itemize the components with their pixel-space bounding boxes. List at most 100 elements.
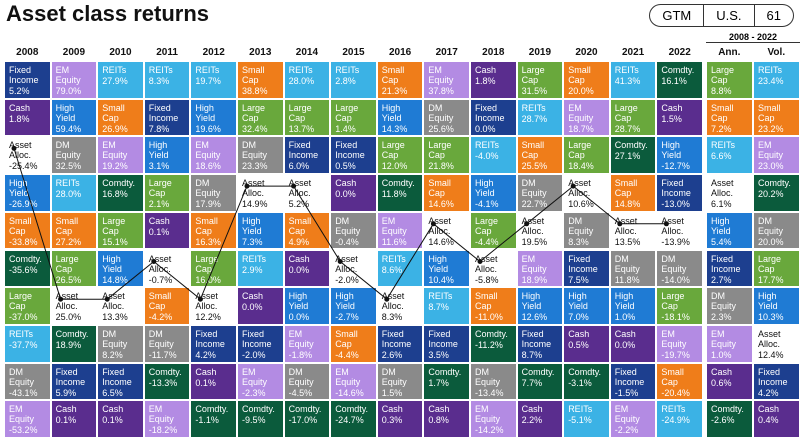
asset-name: REITs [55, 178, 80, 189]
return-cell: Fixed Income -2.0% [237, 324, 284, 363]
return-cell: High Yield 14.3% [376, 98, 424, 137]
return-value: -18.2% [148, 425, 178, 436]
asset-name: Small Cap [711, 102, 734, 123]
return-cell: Cash 1.5% [656, 98, 703, 137]
return-value: 11.8% [381, 189, 407, 200]
return-value: 7.3% [242, 236, 263, 247]
asset-name: Cash [9, 102, 31, 113]
asset-name: High Yield [381, 102, 402, 123]
return-value: 0.5% [568, 339, 589, 350]
return-cell: Fixed Income 3.5% [423, 324, 470, 363]
asset-name: High Yield [148, 140, 169, 161]
return-value: 19.7% [195, 76, 221, 86]
asset-name: Small Cap [661, 366, 684, 387]
asset-name: Small Cap [9, 215, 32, 236]
return-cell: REITs 8.3% [143, 61, 191, 99]
return-cell: Small Cap 7.2% [706, 98, 753, 137]
return-value: 10.6% [568, 199, 594, 210]
asset-name: EM Equity [102, 140, 128, 161]
asset-name: Cash [195, 366, 217, 377]
asset-name: REITs [475, 140, 500, 151]
return-value: 38.8% [242, 86, 268, 96]
asset-name: Asset Alloc. [335, 253, 358, 274]
return-value: 0.5% [335, 161, 356, 172]
return-value: -53.2% [9, 425, 38, 436]
asset-name: High Yield [614, 291, 635, 312]
return-value: 17.7% [758, 274, 784, 285]
return-value: 14.8% [614, 199, 641, 210]
asset-name: Asset Alloc. [242, 178, 265, 199]
return-value: 18.6% [195, 161, 221, 172]
return-cell: Asset Alloc. 12.4% [753, 324, 800, 363]
asset-name: Comdty. [55, 328, 89, 339]
asset-name: REITs [381, 253, 406, 264]
return-cell: Large Cap 1.4% [330, 98, 377, 137]
column-header: 2013 [249, 47, 272, 58]
return-value: 0.0% [335, 189, 356, 200]
asset-name: Cash [242, 291, 264, 302]
return-value: 11.6% [381, 236, 407, 247]
return-cell: REITs 28.0% [283, 61, 331, 99]
return-value: 8.3% [381, 312, 403, 323]
asset-name: DM Equity [475, 366, 501, 387]
return-cell: Comdty. 20.2% [753, 174, 800, 212]
return-value: -2.3% [242, 387, 266, 398]
return-value: -33.8% [9, 236, 38, 247]
return-value: -2.2% [614, 425, 639, 436]
return-value: 5.4% [711, 236, 732, 247]
asset-name: REITs [758, 65, 783, 75]
asset-name: Large Cap [381, 140, 405, 161]
asset-name: High Yield [475, 178, 495, 199]
return-value: 28.0% [55, 189, 82, 200]
asset-name: DM Equity [288, 366, 314, 387]
return-cell: High Yield 0.0% [283, 287, 331, 325]
return-cell: High Yield 59.4% [50, 98, 98, 137]
asset-name: DM Equity [195, 178, 221, 199]
asset-name: Fixed Income [242, 328, 272, 349]
return-cell: High Yield 12.6% [516, 287, 564, 325]
return-cell: Asset Alloc. -2.0% [330, 249, 377, 288]
asset-name: Cash [381, 404, 403, 415]
return-cell: Small Cap -4.2% [143, 287, 191, 325]
asset-name: Large Cap [242, 102, 266, 123]
return-cell: Comdty. -11.2% [470, 324, 517, 363]
return-cell: Small Cap -20.4% [656, 362, 703, 401]
return-value: 41.3% [614, 76, 641, 86]
return-cell: Cash 0.1% [50, 400, 98, 438]
asset-name: REITs [102, 65, 127, 75]
asset-name: Fixed Income [521, 328, 552, 349]
asset-name: DM Equity [661, 253, 687, 274]
asset-name: Asset Alloc. [55, 291, 79, 312]
asset-name: Asset Alloc. [568, 178, 591, 199]
return-value: -11.2% [475, 339, 503, 350]
return-cell: Large Cap 2.1% [143, 174, 191, 212]
asset-name: Cash [521, 404, 543, 415]
asset-name: Large Cap [711, 65, 735, 85]
asset-name: Asset Alloc. [102, 291, 125, 312]
return-value: -1.5% [614, 387, 639, 398]
return-cell: REITs -37.7% [4, 324, 51, 363]
return-value: -0.4% [335, 236, 359, 247]
return-value: -37.7% [9, 339, 38, 350]
return-cell: Comdty. -17.0% [283, 400, 331, 438]
return-value: -2.0% [335, 274, 359, 285]
asset-name: Comdty. [335, 404, 369, 415]
asset-name: Comdty. [148, 366, 182, 377]
return-cell: High Yield 10.3% [753, 287, 800, 325]
return-value: -35.6% [9, 264, 38, 275]
return-value: -3.1% [568, 377, 592, 388]
return-cell: DM Equity 23.3% [237, 136, 284, 175]
return-cell: Fixed Income 2.6% [376, 324, 424, 363]
return-cell: Large Cap 31.5% [516, 61, 564, 99]
asset-name: REITs [521, 102, 546, 113]
return-value: 4.2% [758, 387, 779, 398]
return-value: -4.4% [335, 349, 359, 360]
column-header: 2021 [621, 47, 645, 58]
asset-name: High Yield [521, 291, 542, 312]
asset-name: Asset Alloc. [711, 178, 734, 199]
return-value: 0.1% [195, 377, 216, 388]
asset-name: Comdty. [102, 178, 136, 189]
asset-name: Fixed Income [758, 366, 788, 387]
asset-name: EM Equity [195, 140, 221, 161]
